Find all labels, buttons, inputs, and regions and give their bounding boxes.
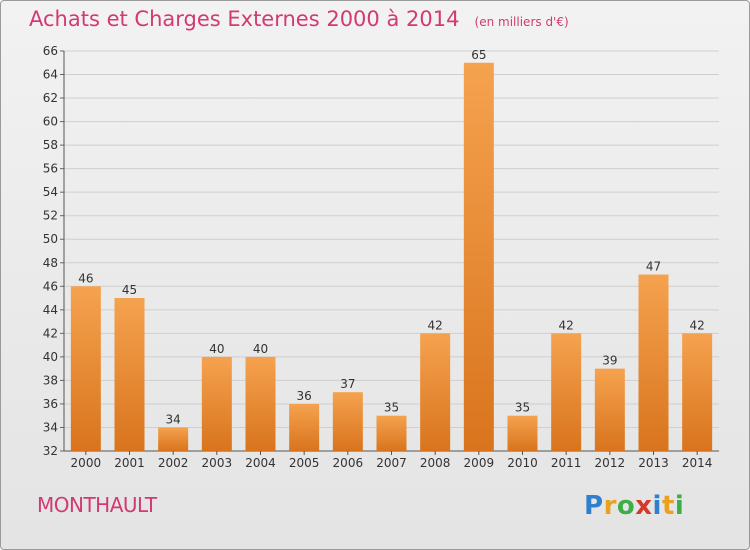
value-label: 65	[471, 48, 486, 62]
bar-2003	[201, 356, 232, 451]
bar-2007	[376, 415, 407, 451]
logo-letter: i	[674, 491, 685, 521]
bar-2008	[420, 333, 451, 451]
y-tick-label: 56	[43, 162, 58, 176]
logo-letter: i	[652, 491, 662, 521]
chart-title-unit: (en milliers d'€)	[474, 15, 569, 29]
bar-2013	[638, 274, 669, 451]
x-tick-label: 2007	[376, 456, 407, 470]
x-tick-label: 2001	[114, 456, 145, 470]
y-tick-label: 46	[43, 279, 58, 293]
bar-2000	[70, 286, 101, 451]
logo-letter: P	[584, 491, 604, 521]
bar-2004	[245, 356, 276, 451]
x-tick-label: 2009	[464, 456, 495, 470]
y-tick-label: 42	[43, 326, 58, 340]
logo-letter: o	[616, 491, 636, 521]
bar-2009	[463, 62, 494, 451]
y-tick-label: 44	[43, 303, 58, 317]
bar-2002	[158, 427, 189, 451]
value-label: 46	[78, 271, 93, 285]
y-tick-label: 50	[43, 232, 58, 246]
x-tick-label: 2002	[158, 456, 189, 470]
bar-2010	[507, 415, 538, 451]
value-label: 45	[122, 283, 137, 297]
commune-name: MONTHAULT	[37, 493, 157, 517]
y-tick-label: 52	[43, 209, 58, 223]
value-label: 40	[253, 342, 268, 356]
x-tick-label: 2008	[420, 456, 451, 470]
y-tick-label: 36	[43, 397, 58, 411]
bar-2001	[114, 298, 145, 451]
bar-2014	[682, 333, 713, 451]
logo-letter: x	[635, 491, 653, 521]
y-tick-label: 64	[43, 68, 58, 82]
logo-letter: t	[661, 491, 675, 521]
value-label: 34	[166, 412, 181, 426]
value-label: 42	[690, 318, 705, 332]
y-tick-label: 40	[43, 350, 58, 364]
value-label: 42	[428, 318, 443, 332]
value-label: 40	[209, 342, 224, 356]
x-tick-label: 2012	[595, 456, 626, 470]
x-tick-label: 2011	[551, 456, 582, 470]
y-tick-label: 60	[43, 115, 58, 129]
y-tick-label: 32	[43, 444, 58, 458]
value-label: 36	[297, 389, 312, 403]
bar-2005	[289, 403, 320, 451]
y-tick-label: 48	[43, 256, 58, 270]
value-label: 35	[384, 401, 399, 415]
value-label: 37	[340, 377, 355, 391]
x-tick-label: 2010	[507, 456, 538, 470]
y-tick-label: 38	[43, 373, 58, 387]
x-tick-label: 2003	[202, 456, 233, 470]
y-tick-label: 58	[43, 138, 58, 152]
value-label: 35	[515, 401, 530, 415]
proxiti-logo: Proxiti	[584, 491, 684, 521]
y-tick-label: 54	[43, 185, 58, 199]
logo-letter: r	[603, 491, 617, 521]
y-tick-label: 62	[43, 91, 58, 105]
value-label: 42	[559, 318, 574, 332]
bar-2011	[551, 333, 582, 451]
x-tick-label: 2005	[289, 456, 320, 470]
x-tick-label: 2013	[638, 456, 669, 470]
x-tick-label: 2000	[71, 456, 102, 470]
x-tick-label: 2004	[245, 456, 276, 470]
chart-title-main: Achats et Charges Externes 2000 à 2014	[29, 7, 460, 31]
value-label: 39	[602, 354, 617, 368]
value-label: 47	[646, 260, 661, 274]
y-tick-label: 66	[43, 44, 58, 58]
y-tick-label: 34	[43, 420, 58, 434]
chart-title: Achats et Charges Externes 2000 à 2014 (…	[29, 7, 569, 31]
x-tick-label: 2014	[682, 456, 713, 470]
x-tick-label: 2006	[333, 456, 364, 470]
bar-2012	[594, 368, 625, 451]
bar-2006	[332, 392, 363, 451]
